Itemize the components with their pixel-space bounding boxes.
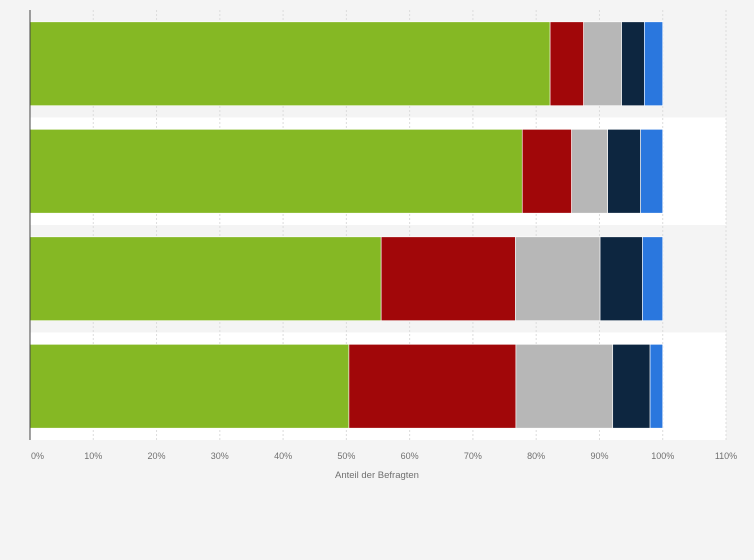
x-tick-label: 110% (715, 451, 737, 461)
x-tick-label: 0% (31, 451, 44, 461)
x-tick-label: 20% (148, 451, 166, 461)
bar-segment-4 (599, 236, 643, 321)
x-tick-label: 50% (337, 451, 355, 461)
x-tick-label: 70% (464, 451, 482, 461)
bar-segment-3 (583, 21, 622, 106)
bar-segment-3 (515, 344, 614, 429)
x-tick-label: 90% (590, 451, 608, 461)
x-tick-label: 40% (274, 451, 292, 461)
x-axis-title: Anteil der Befragten (335, 470, 419, 481)
bar-segment-4 (612, 344, 651, 429)
x-tick-label: 100% (651, 451, 674, 461)
bar-segment-2 (380, 236, 516, 321)
x-tick-label: 10% (84, 451, 102, 461)
bar-segment-2 (348, 344, 517, 429)
bar-segment-1 (29, 344, 350, 429)
bar-segment-1 (29, 21, 551, 106)
x-tick-label: 30% (211, 451, 229, 461)
bar-segment-1 (29, 129, 523, 214)
bar-segment-4 (621, 21, 645, 106)
bar-segment-2 (549, 21, 584, 106)
bar-segment-5 (644, 21, 664, 106)
x-tick-label: 60% (401, 451, 419, 461)
bar-segment-2 (521, 129, 572, 214)
x-tick-label: 80% (527, 451, 545, 461)
bar-segment-3 (571, 129, 608, 214)
bar-segment-3 (515, 236, 601, 321)
bar-segment-4 (607, 129, 641, 214)
bar-segment-5 (649, 344, 664, 429)
bar-segment-5 (640, 129, 664, 214)
bar-segment-1 (29, 236, 382, 321)
bar-segment-5 (642, 236, 664, 321)
